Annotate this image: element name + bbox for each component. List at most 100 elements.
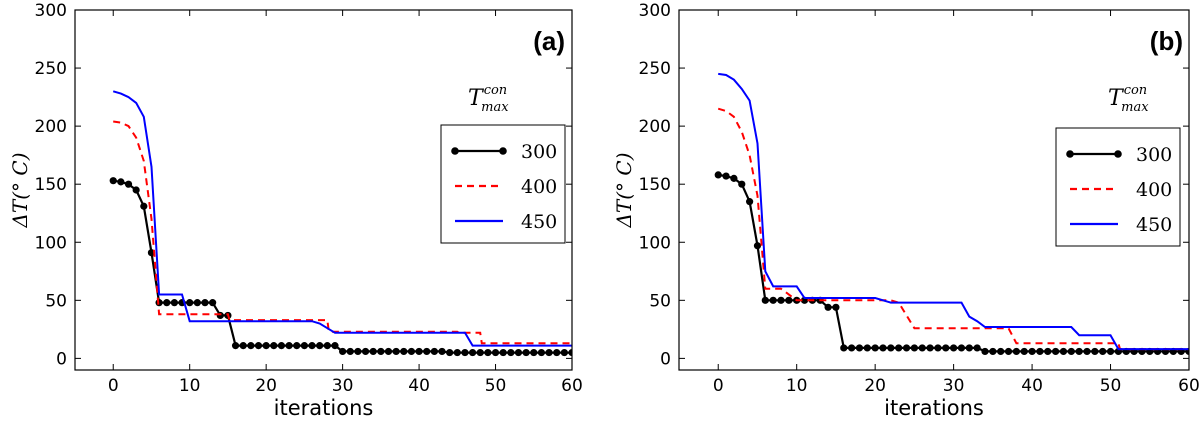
data-point-300 <box>438 347 446 356</box>
data-point-300 <box>170 299 178 307</box>
x-tick-label: 40 <box>1021 376 1043 396</box>
legend-box <box>440 124 566 244</box>
legend-label-300: 300 <box>1136 144 1172 166</box>
y-axis-label: ΔT(° C) <box>8 152 32 228</box>
panel-label: (b) <box>1150 26 1183 56</box>
data-point-300 <box>895 344 903 352</box>
x-tick-label: 50 <box>1100 376 1122 396</box>
x-tick-label: 0 <box>713 376 724 396</box>
data-point-300 <box>918 344 926 352</box>
data-point-300 <box>981 347 989 356</box>
x-tick-label: 20 <box>255 376 277 396</box>
data-point-300 <box>453 348 461 357</box>
legend-marker <box>1066 150 1074 158</box>
data-point-300 <box>247 342 255 350</box>
series-group <box>714 72 1189 356</box>
data-point-300 <box>1075 347 1083 356</box>
legend-label-400: 400 <box>521 176 557 198</box>
y-tick-label: 50 <box>45 291 67 311</box>
data-point-300 <box>965 344 973 352</box>
data-point-300 <box>507 348 515 357</box>
data-point-300 <box>568 348 572 357</box>
y-tick-label: 50 <box>649 291 671 311</box>
y-tick-label: 300 <box>35 1 67 21</box>
data-point-300 <box>407 347 416 356</box>
data-point-300 <box>423 347 431 356</box>
data-point-300 <box>346 347 354 356</box>
data-point-300 <box>476 348 484 357</box>
data-point-300 <box>270 342 278 350</box>
data-point-300 <box>186 299 194 307</box>
data-point-300 <box>285 342 293 350</box>
data-point-300 <box>124 180 133 188</box>
data-point-300 <box>973 344 981 352</box>
data-point-300 <box>957 344 966 352</box>
y-tick-label: 100 <box>35 233 67 253</box>
data-point-300 <box>461 348 469 357</box>
data-point-300 <box>201 299 209 307</box>
data-point-300 <box>209 299 217 307</box>
legend-marker <box>451 147 459 155</box>
series-line-450 <box>112 90 572 347</box>
y-tick-label: 200 <box>639 117 671 137</box>
data-point-300 <box>1020 347 1028 356</box>
panel-a: 0 10 20 30 40 50 60 0 50 100 150 200 250 300 iteration… <box>8 1 583 420</box>
x-tick-label: 40 <box>408 376 430 396</box>
data-point-300 <box>239 342 247 350</box>
data-point-300 <box>262 342 270 350</box>
data-point-300 <box>1004 347 1013 356</box>
data-point-300 <box>331 342 339 350</box>
y-tick-label: 250 <box>35 59 67 79</box>
data-point-300 <box>499 348 507 357</box>
data-point-300 <box>738 180 746 188</box>
axes-frame <box>74 9 573 371</box>
data-point-300 <box>377 347 385 356</box>
data-point-300 <box>753 242 762 250</box>
data-point-300 <box>824 303 832 311</box>
data-point-300 <box>354 347 362 356</box>
y-tick-label: 100 <box>639 233 671 253</box>
data-point-300 <box>1044 347 1052 356</box>
data-point-300 <box>855 344 864 352</box>
legend-title: Tcon max <box>468 83 509 115</box>
data-point-300 <box>484 348 492 357</box>
data-point-300 <box>293 342 301 350</box>
data-point-300 <box>193 299 201 307</box>
data-point-300 <box>231 342 240 350</box>
y-tick-label: 300 <box>639 1 671 21</box>
data-point-300 <box>879 344 887 352</box>
data-point-300 <box>1052 347 1060 356</box>
data-point-300 <box>545 348 553 357</box>
x-tick-label: 0 <box>108 376 119 396</box>
data-point-300 <box>1067 347 1075 356</box>
data-point-300 <box>777 296 785 304</box>
data-point-300 <box>832 303 840 311</box>
panel-b: 0 10 20 30 40 50 60 0 50 100 150 200 250 300 iteration… <box>612 1 1200 420</box>
data-point-300 <box>950 344 958 352</box>
data-point-300 <box>1036 347 1044 356</box>
data-point-300 <box>910 344 918 352</box>
data-point-300 <box>730 174 738 182</box>
data-point-300 <box>1028 347 1036 356</box>
data-point-300 <box>361 347 370 356</box>
data-point-300 <box>537 348 546 357</box>
data-point-300 <box>1059 347 1068 356</box>
y-tick-label: 150 <box>639 175 671 195</box>
data-point-300 <box>714 171 722 179</box>
y-axis-label: ΔT(° C) <box>612 152 636 228</box>
legend-label-450: 450 <box>1136 214 1172 236</box>
data-point-300 <box>746 198 754 206</box>
data-point-300 <box>722 172 730 180</box>
legend-box <box>1055 127 1181 247</box>
x-tick-label: 20 <box>864 376 886 396</box>
data-point-300 <box>117 178 125 186</box>
series-group <box>109 90 572 357</box>
legend-marker <box>499 147 507 155</box>
series-line-450 <box>718 72 1189 351</box>
data-point-300 <box>530 348 538 357</box>
x-tick-label: 60 <box>561 376 583 396</box>
data-point-300 <box>277 342 286 350</box>
legend-title: Tcon max <box>1108 83 1149 115</box>
data-point-300 <box>392 347 400 356</box>
data-point-300 <box>469 348 477 357</box>
